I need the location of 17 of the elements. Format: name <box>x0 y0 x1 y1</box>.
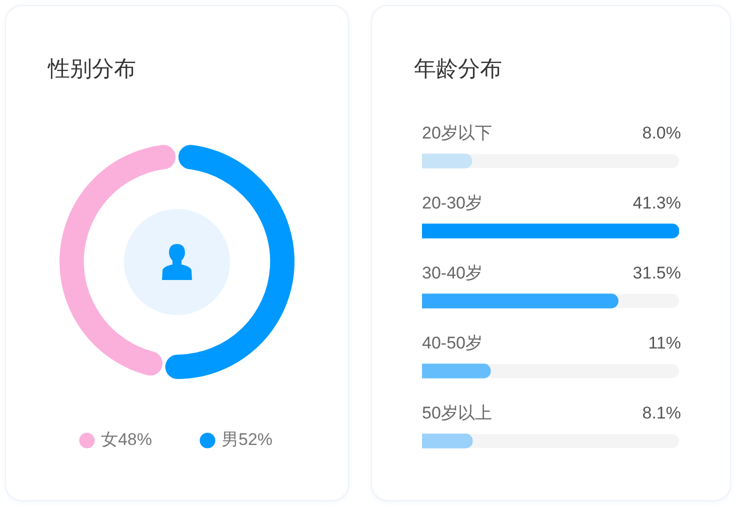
y-tick-label: 20-30岁 <box>422 194 482 213</box>
data-label: 11% <box>648 334 681 353</box>
data-label: 8.1% <box>642 404 681 423</box>
data-label: 8.0% <box>642 124 681 143</box>
y-tick-label: 40-50岁 <box>422 334 482 353</box>
legend-label: 女48% <box>100 430 152 450</box>
chart-title: 年龄分布 <box>414 55 502 83</box>
bar <box>422 434 473 448</box>
y-tick-label: 30-40岁 <box>422 264 482 283</box>
data-label: 31.5% <box>632 264 681 283</box>
bar <box>422 224 679 238</box>
chart-title: 性别分布 <box>48 55 136 83</box>
y-tick-label: 50岁以上 <box>422 404 492 423</box>
legend-label: 男52% <box>222 430 273 450</box>
y-tick-label: 20岁以下 <box>422 124 492 143</box>
bar <box>422 154 472 168</box>
data-label: 41.3% <box>632 194 681 213</box>
